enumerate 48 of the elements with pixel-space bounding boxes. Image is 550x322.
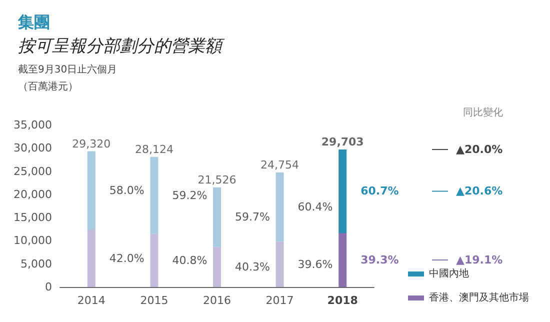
total-label: 29,320 (72, 137, 111, 150)
bar (276, 172, 284, 242)
bar (150, 234, 158, 287)
y-tick-label: 0 (45, 280, 52, 294)
bar (87, 230, 96, 287)
bar (276, 242, 284, 287)
y-tick-label: 15,000 (14, 211, 52, 224)
x-tick-label: 2014 (77, 294, 106, 307)
total-label: 28,124 (134, 142, 174, 156)
text: （百萬港元） (18, 80, 78, 92)
bar (213, 187, 221, 247)
annotation: 39.3% (360, 253, 399, 266)
annotation: 58.0% (109, 184, 144, 198)
y-tick-label: 20,000 (14, 188, 52, 201)
text: 同比變化 (463, 106, 503, 118)
y-tick-label: 30,000 (14, 142, 52, 155)
chart-title: 集團 (17, 12, 50, 32)
bar (338, 232, 347, 287)
legend-label: 中國內地 (429, 268, 469, 280)
x-tick-label: 2017 (266, 294, 294, 307)
total-label: 29,703 (321, 136, 364, 149)
y-tick-label: 5,000 (20, 257, 52, 270)
y-tick-label: 35,000 (14, 118, 52, 132)
x-tick-label: 2018 (327, 294, 358, 307)
annotation: 59.2% (172, 188, 208, 202)
text: ▲20.0% (456, 143, 503, 156)
annotation: 40.3% (235, 260, 270, 274)
chart-subtitle: 按可呈報分部劃分的營業額 (18, 36, 225, 56)
text: 截至9月30日止六個月 (18, 64, 118, 76)
text: ▲20.6% (456, 184, 503, 198)
legend-label: 香港、澳門及其他市場 (429, 292, 529, 304)
y-tick-label: 10,000 (14, 234, 52, 248)
bar (338, 150, 347, 233)
total-label: 24,754 (260, 158, 300, 172)
annotation: 59.7% (235, 210, 270, 224)
x-tick-label: 2015 (140, 294, 168, 307)
bar (213, 246, 221, 287)
annotation: 60.4% (298, 200, 333, 214)
x-tick-label: 2016 (203, 294, 231, 307)
total-label: 21,526 (198, 173, 236, 186)
text: ▲19.1% (456, 253, 503, 266)
bar (87, 151, 96, 230)
annotation: 60.7% (360, 184, 399, 198)
annotation: 39.6% (298, 258, 333, 271)
annotation: 42.0% (109, 252, 144, 265)
annotation: 40.8% (172, 254, 208, 267)
bar (150, 156, 158, 234)
y-tick-label: 25,000 (14, 164, 52, 178)
